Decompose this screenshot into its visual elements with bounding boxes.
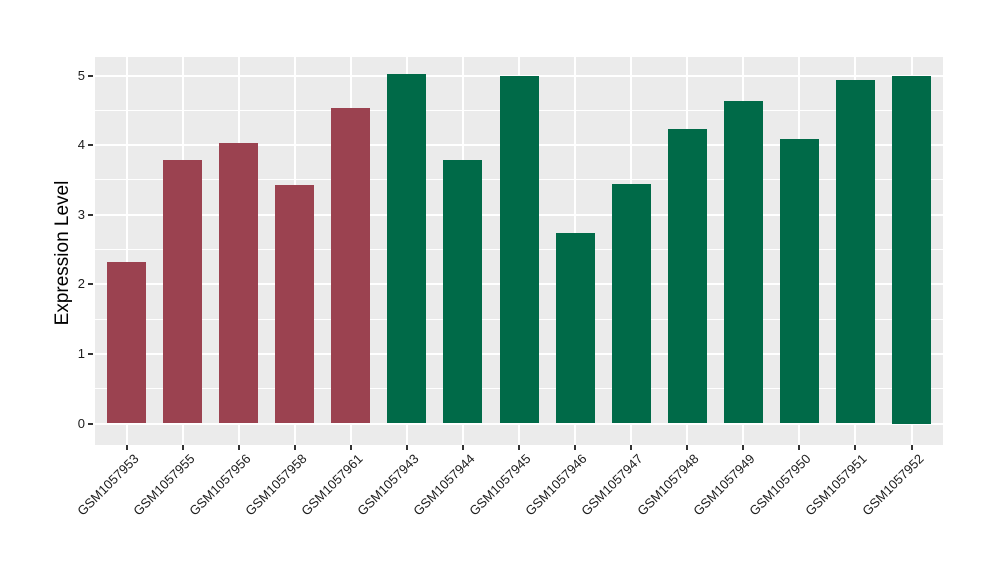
x-tick-mark	[461, 445, 464, 450]
y-tick-label: 2	[77, 276, 85, 292]
bar-GSM1057945	[499, 76, 539, 424]
x-tick-mark	[293, 445, 296, 450]
x-tick-mark	[798, 445, 801, 450]
x-tick-label: GSM1057948	[634, 451, 702, 519]
x-tick-mark	[405, 445, 408, 450]
x-tick-mark	[518, 445, 520, 450]
y-tick-mark	[88, 144, 93, 147]
y-tick-mark	[88, 213, 93, 216]
y-tick-label: 0	[77, 415, 85, 431]
x-tick-label: GSM1057944	[410, 451, 478, 519]
x-tick-label: GSM1057945	[466, 451, 534, 519]
bar-GSM1057948	[667, 129, 707, 424]
bar-GSM1057955	[163, 160, 203, 424]
x-tick-mark	[686, 445, 689, 450]
bar-GSM1057952	[892, 75, 931, 424]
x-tick-label: GSM1057947	[578, 451, 646, 519]
bar-GSM1057953	[107, 262, 146, 424]
x-tick-label: GSM1057956	[185, 451, 254, 519]
vertical-gridline	[125, 57, 128, 445]
x-tick-mark	[574, 445, 577, 450]
bar-GSM1057949	[723, 101, 763, 424]
bar-GSM1057944	[443, 160, 483, 424]
bar-GSM1057961	[331, 108, 371, 424]
x-tick-label: GSM1057946	[522, 451, 590, 519]
x-tick-mark	[910, 445, 913, 450]
x-tick-mark	[349, 445, 352, 450]
x-tick-mark	[181, 445, 184, 450]
x-tick-label: GSM1057943	[354, 451, 422, 519]
bar-GSM1057946	[555, 232, 595, 424]
bar-GSM1057956	[219, 143, 259, 424]
bar-GSM1057947	[611, 184, 651, 424]
x-tick-mark	[742, 445, 745, 450]
x-tick-label: GSM1057961	[298, 451, 366, 519]
x-tick-label: GSM1057958	[241, 451, 310, 519]
x-tick-mark	[237, 445, 240, 450]
x-tick-label: GSM1057952	[858, 451, 927, 519]
bar-GSM1057950	[779, 138, 819, 424]
y-tick-mark	[88, 283, 93, 286]
bar-GSM1057943	[387, 74, 427, 424]
plot-panel	[95, 57, 943, 445]
y-tick-label: 1	[77, 345, 85, 361]
y-tick-mark	[88, 74, 93, 77]
x-tick-mark	[854, 445, 857, 450]
bar-GSM1057958	[275, 185, 315, 424]
x-tick-label: GSM1057953	[73, 451, 142, 519]
x-tick-mark	[630, 445, 633, 450]
y-tick-mark	[88, 422, 93, 425]
y-tick-label: 3	[77, 206, 85, 222]
x-tick-label: GSM1057950	[746, 451, 814, 519]
x-tick-label: GSM1057949	[690, 451, 758, 519]
x-tick-label: GSM1057951	[802, 451, 871, 519]
bar-GSM1057951	[835, 80, 875, 424]
y-axis-title: Expression Level	[52, 180, 73, 326]
x-tick-label: GSM1057955	[129, 451, 198, 519]
y-tick-label: 5	[77, 67, 85, 83]
y-tick-label: 4	[77, 137, 85, 153]
y-tick-mark	[88, 352, 93, 355]
x-tick-mark	[125, 445, 128, 450]
